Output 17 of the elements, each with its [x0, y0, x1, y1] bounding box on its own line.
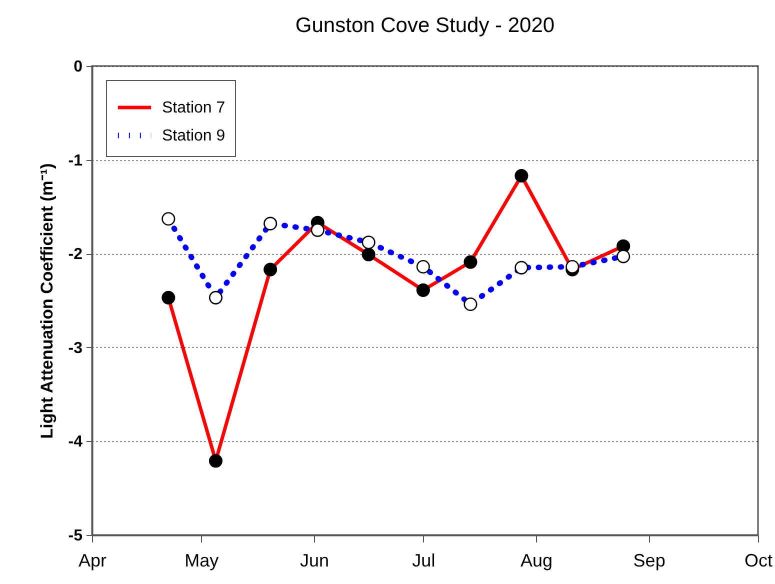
- y-tick-label: -1: [68, 152, 83, 170]
- legend-label: Station 9: [162, 128, 226, 144]
- x-tick-label: Aug: [520, 550, 553, 570]
- y-tick-label: -5: [68, 528, 83, 544]
- x-tick-label: Apr: [78, 550, 107, 570]
- y-tick-label: -4: [68, 434, 83, 451]
- legend-label: Station 7: [162, 100, 226, 116]
- y-axis-title: Light Attenuation Coefficient (m⁻¹): [37, 163, 56, 439]
- x-tick-label: Oct: [744, 550, 773, 570]
- x-tick-label: Jul: [412, 550, 436, 570]
- y-tick-label: -2: [68, 246, 83, 264]
- x-tick-label: May: [184, 550, 219, 570]
- y-tick-label: 0: [74, 58, 83, 76]
- chart-title: Gunston Cove Study - 2020: [295, 14, 555, 37]
- y-tick-label: -3: [68, 340, 83, 357]
- x-tick-label: Sep: [633, 550, 666, 570]
- x-tick-label: Jun: [300, 550, 330, 570]
